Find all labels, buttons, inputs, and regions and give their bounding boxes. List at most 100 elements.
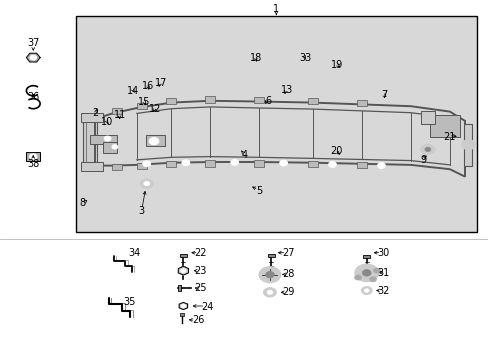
Circle shape xyxy=(354,275,361,280)
Text: 34: 34 xyxy=(128,248,141,258)
Text: 5: 5 xyxy=(256,186,262,196)
Bar xyxy=(356,162,366,168)
Text: 35: 35 xyxy=(123,297,136,307)
Text: 31: 31 xyxy=(377,268,389,278)
Circle shape xyxy=(420,144,434,154)
Bar xyxy=(307,98,317,104)
Bar xyxy=(102,142,117,153)
Text: 22: 22 xyxy=(194,248,206,258)
Bar xyxy=(267,254,274,257)
Text: 6: 6 xyxy=(264,96,270,106)
Text: 9: 9 xyxy=(419,155,425,165)
Bar xyxy=(83,117,97,167)
Text: 28: 28 xyxy=(282,269,294,279)
Polygon shape xyxy=(26,53,40,62)
Text: 23: 23 xyxy=(194,266,206,276)
Polygon shape xyxy=(179,302,187,310)
Circle shape xyxy=(29,154,37,159)
Circle shape xyxy=(328,162,336,167)
Bar xyxy=(112,164,122,170)
Circle shape xyxy=(182,160,189,166)
Circle shape xyxy=(143,181,149,186)
Text: 30: 30 xyxy=(377,248,389,258)
Circle shape xyxy=(149,138,159,145)
Bar xyxy=(112,108,122,114)
Circle shape xyxy=(461,140,474,150)
Bar xyxy=(137,163,146,169)
Bar xyxy=(166,98,176,104)
Bar xyxy=(463,124,471,166)
Text: 10: 10 xyxy=(100,117,113,127)
Circle shape xyxy=(266,290,272,294)
Text: 33: 33 xyxy=(299,53,311,63)
Circle shape xyxy=(104,136,111,141)
Circle shape xyxy=(424,147,430,152)
Circle shape xyxy=(112,145,118,149)
Text: 38: 38 xyxy=(27,159,40,169)
Bar xyxy=(26,152,40,161)
Circle shape xyxy=(142,161,150,167)
Text: 36: 36 xyxy=(27,92,40,102)
Text: 2: 2 xyxy=(92,108,98,118)
Text: 18: 18 xyxy=(249,53,262,63)
Circle shape xyxy=(181,304,185,307)
Circle shape xyxy=(362,270,370,276)
Bar xyxy=(363,255,369,258)
Bar xyxy=(429,115,459,137)
Circle shape xyxy=(279,160,287,166)
Circle shape xyxy=(30,55,37,60)
Text: 3: 3 xyxy=(139,206,144,216)
Text: 27: 27 xyxy=(282,248,294,258)
Circle shape xyxy=(265,271,274,278)
Text: 1: 1 xyxy=(273,4,279,14)
Bar xyxy=(420,111,434,124)
Bar xyxy=(307,161,317,167)
Text: 17: 17 xyxy=(155,78,167,88)
Text: 32: 32 xyxy=(377,285,389,296)
Circle shape xyxy=(373,268,380,273)
Bar xyxy=(90,135,117,144)
Text: 15: 15 xyxy=(138,96,150,107)
Bar xyxy=(76,16,476,232)
Bar xyxy=(145,135,165,146)
Polygon shape xyxy=(178,266,188,275)
Bar xyxy=(81,162,102,171)
Bar xyxy=(254,160,264,167)
Bar xyxy=(166,161,176,167)
Circle shape xyxy=(181,269,185,273)
Bar xyxy=(254,97,264,103)
Text: 29: 29 xyxy=(282,287,294,297)
Text: 14: 14 xyxy=(126,86,139,96)
Text: 7: 7 xyxy=(380,90,386,100)
Bar xyxy=(180,313,183,316)
Text: 4: 4 xyxy=(241,150,247,160)
Circle shape xyxy=(354,264,378,282)
Text: 11: 11 xyxy=(113,110,126,120)
Circle shape xyxy=(259,267,280,283)
Bar xyxy=(205,96,215,103)
Circle shape xyxy=(361,287,371,294)
Circle shape xyxy=(369,277,376,282)
Bar xyxy=(205,160,215,167)
Text: 12: 12 xyxy=(149,104,162,114)
Bar xyxy=(178,285,181,291)
Circle shape xyxy=(364,289,368,292)
Bar xyxy=(137,103,146,109)
Text: 37: 37 xyxy=(27,38,40,48)
Text: 24: 24 xyxy=(201,302,214,312)
Bar xyxy=(81,113,102,122)
Circle shape xyxy=(140,179,153,188)
Text: 13: 13 xyxy=(281,85,293,95)
Circle shape xyxy=(377,163,385,168)
Text: 21: 21 xyxy=(443,132,455,142)
Circle shape xyxy=(230,159,238,165)
Bar xyxy=(356,100,366,106)
Circle shape xyxy=(263,288,276,297)
Text: 25: 25 xyxy=(194,283,206,293)
Text: 8: 8 xyxy=(79,198,85,208)
Bar xyxy=(180,254,186,257)
Text: 26: 26 xyxy=(191,315,204,325)
Text: 19: 19 xyxy=(330,60,343,70)
Text: 16: 16 xyxy=(141,81,154,91)
Text: 20: 20 xyxy=(329,146,342,156)
